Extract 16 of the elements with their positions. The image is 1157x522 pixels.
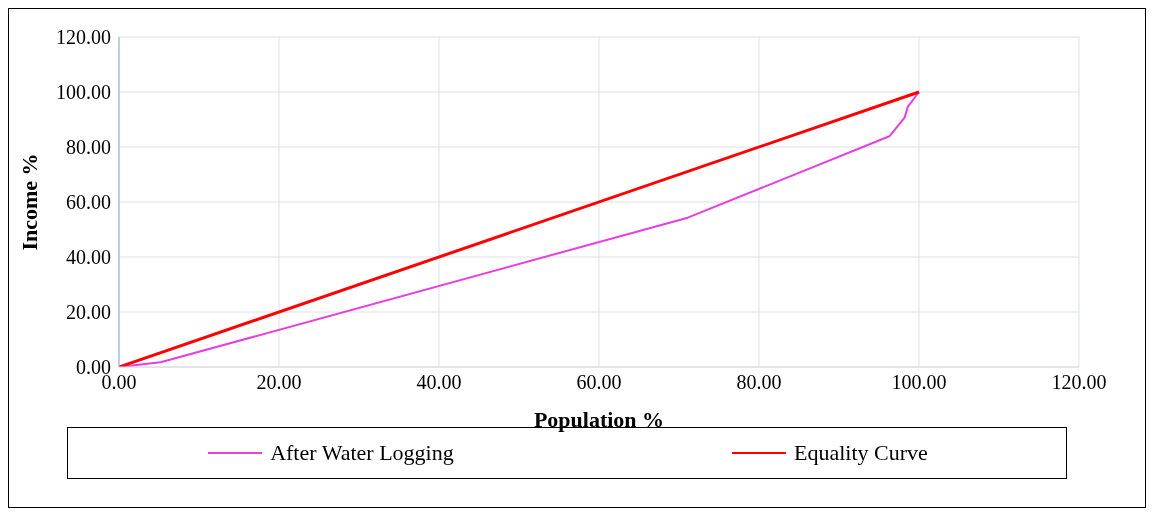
y-tick-label: 80.00 <box>66 136 111 159</box>
y-tick-label: 20.00 <box>66 301 111 324</box>
x-tick-label: 60.00 <box>576 371 622 394</box>
y-tick-label: 100.00 <box>56 81 111 104</box>
x-tick-label: 40.00 <box>416 371 462 394</box>
x-axis-title: Population % <box>533 407 665 432</box>
y-axis-title: Income % <box>16 153 42 251</box>
x-tick-label: 100.00 <box>891 371 947 394</box>
x-tick-label: 120.00 <box>1051 371 1107 394</box>
x-tick-label: 20.00 <box>256 371 302 394</box>
y-tick-label: 60.00 <box>66 191 111 214</box>
x-tick-label: 80.00 <box>736 371 782 394</box>
legend-label: Equality Curve <box>794 440 928 466</box>
y-tick-label: 40.00 <box>66 246 111 269</box>
y-tick-label: 120.00 <box>56 26 111 49</box>
legend-label: After Water Logging <box>270 440 454 466</box>
